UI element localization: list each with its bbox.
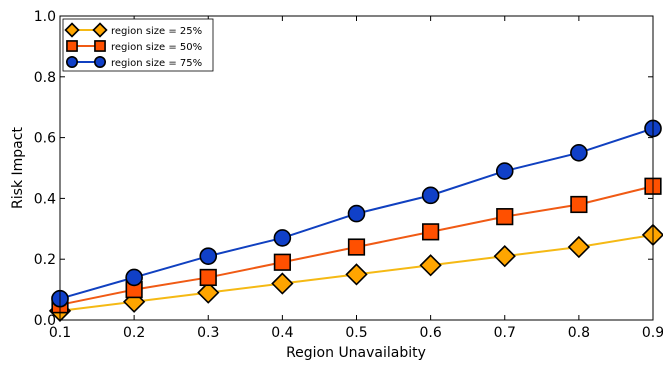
series-3-point <box>273 229 292 247</box>
series-2-point <box>273 253 291 271</box>
y-tick-label: 0.0 <box>34 313 56 329</box>
legend-marker-1-left <box>64 22 80 38</box>
legend: region size = 25% region size = 50% region… <box>62 18 214 72</box>
y-tick-label: 0.4 <box>34 191 56 207</box>
x-tick-label: 0.4 <box>271 325 293 341</box>
series-3-point <box>125 268 143 287</box>
series-1-point <box>419 254 442 277</box>
y-tick-label: 1.0 <box>34 9 56 25</box>
series-2-point <box>570 195 588 214</box>
y-axis-label: Risk Impact <box>10 127 26 209</box>
y-tick-label: 0.8 <box>34 70 56 86</box>
legend-marker-1-right <box>92 22 108 38</box>
x-tick-label: 0.3 <box>197 325 219 341</box>
series-2-point <box>422 223 440 241</box>
y-tick-label: 0.2 <box>34 252 56 268</box>
x-tick-label: 0.6 <box>419 325 441 341</box>
series-1-point <box>271 272 294 295</box>
series-1-point <box>567 235 591 259</box>
legend-label-1: region size = 25% <box>111 26 202 37</box>
legend-marker-3-left <box>66 55 79 68</box>
x-tick-label: 0.5 <box>345 325 367 341</box>
series-2-point <box>199 268 217 287</box>
x-tick-label: 0.1 <box>49 325 71 341</box>
series-1-point <box>197 281 220 304</box>
legend-marker-3-right <box>94 55 107 68</box>
series-3-point <box>199 247 218 265</box>
x-axis-ticks: 0.1 0.2 0.3 0.4 0.5 0.6 0.7 0.8 0.9 <box>49 16 663 341</box>
series-3-point <box>570 144 588 162</box>
x-axis-label: Region Unavailabity <box>286 345 426 361</box>
legend-label-2: region size = 50% <box>111 42 202 53</box>
series-1-point <box>345 263 368 286</box>
legend-label-3: region size = 75% <box>111 58 202 69</box>
legend-marker-2-left <box>66 40 78 52</box>
series-2-point <box>496 208 514 226</box>
series-markers-group <box>48 119 663 323</box>
legend-marker-2-right <box>94 40 106 52</box>
series-3-point <box>421 186 440 205</box>
x-tick-label: 0.8 <box>568 325 590 341</box>
y-tick-label: 0.6 <box>34 131 56 147</box>
series-2-point <box>347 238 366 256</box>
series-3-point <box>347 204 366 223</box>
x-tick-label: 0.2 <box>123 325 145 341</box>
x-tick-label: 0.7 <box>494 325 516 341</box>
series-3-point <box>495 162 514 180</box>
y-axis-ticks: 0.0 0.2 0.4 0.6 0.8 1.0 <box>34 9 653 329</box>
series-1-point <box>493 245 516 268</box>
x-tick-label: 0.9 <box>642 325 663 341</box>
